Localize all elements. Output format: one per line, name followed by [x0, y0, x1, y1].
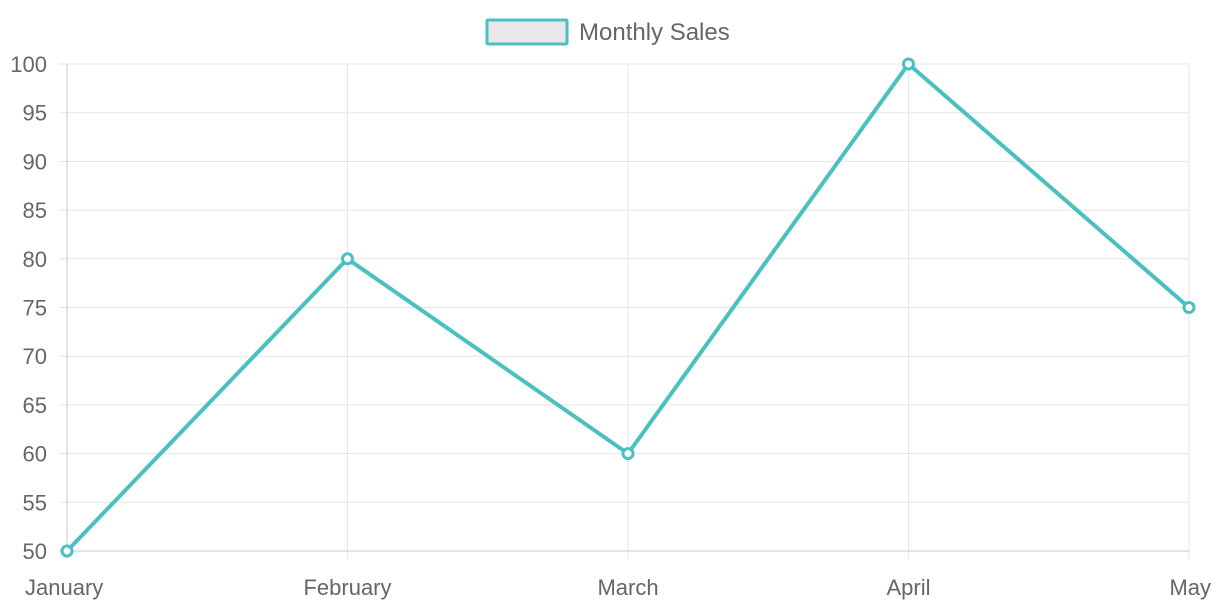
data-point[interactable] — [621, 447, 635, 461]
y-tick-label: 95 — [23, 101, 47, 126]
y-tick-label: 80 — [23, 247, 47, 272]
y-axis-ticks: 50 55 60 65 70 75 80 85 90 95 100 — [10, 52, 47, 564]
y-tick-label: 90 — [23, 149, 47, 174]
legend-label[interactable]: Monthly Sales — [579, 19, 730, 46]
y-tick-label: 70 — [23, 344, 47, 369]
data-point[interactable] — [902, 57, 915, 71]
x-tick-label: March — [597, 575, 658, 600]
axes — [59, 64, 1189, 552]
data-point[interactable] — [60, 544, 74, 558]
y-tick-label: 55 — [23, 490, 47, 515]
legend[interactable]: Monthly Sales — [485, 18, 730, 46]
x-tick-label: May — [1169, 575, 1211, 600]
y-tick-label: 65 — [23, 393, 47, 418]
y-tick-label: 60 — [23, 442, 47, 467]
y-tick-label: 100 — [10, 52, 47, 77]
y-tick-label: 50 — [23, 539, 47, 564]
y-tick-label: 85 — [23, 198, 47, 223]
x-tick-label: February — [303, 575, 391, 600]
x-axis-ticks: January February March April May — [25, 575, 1211, 600]
data-point[interactable] — [1182, 301, 1196, 314]
y-tick-label: 75 — [23, 296, 47, 321]
legend-swatch[interactable] — [485, 18, 569, 46]
x-tick-label: January — [25, 575, 103, 600]
data-point[interactable] — [341, 252, 354, 266]
series-monthly-sales — [60, 57, 1196, 558]
grid-lines — [59, 63, 1190, 559]
x-tick-label: April — [886, 575, 930, 600]
